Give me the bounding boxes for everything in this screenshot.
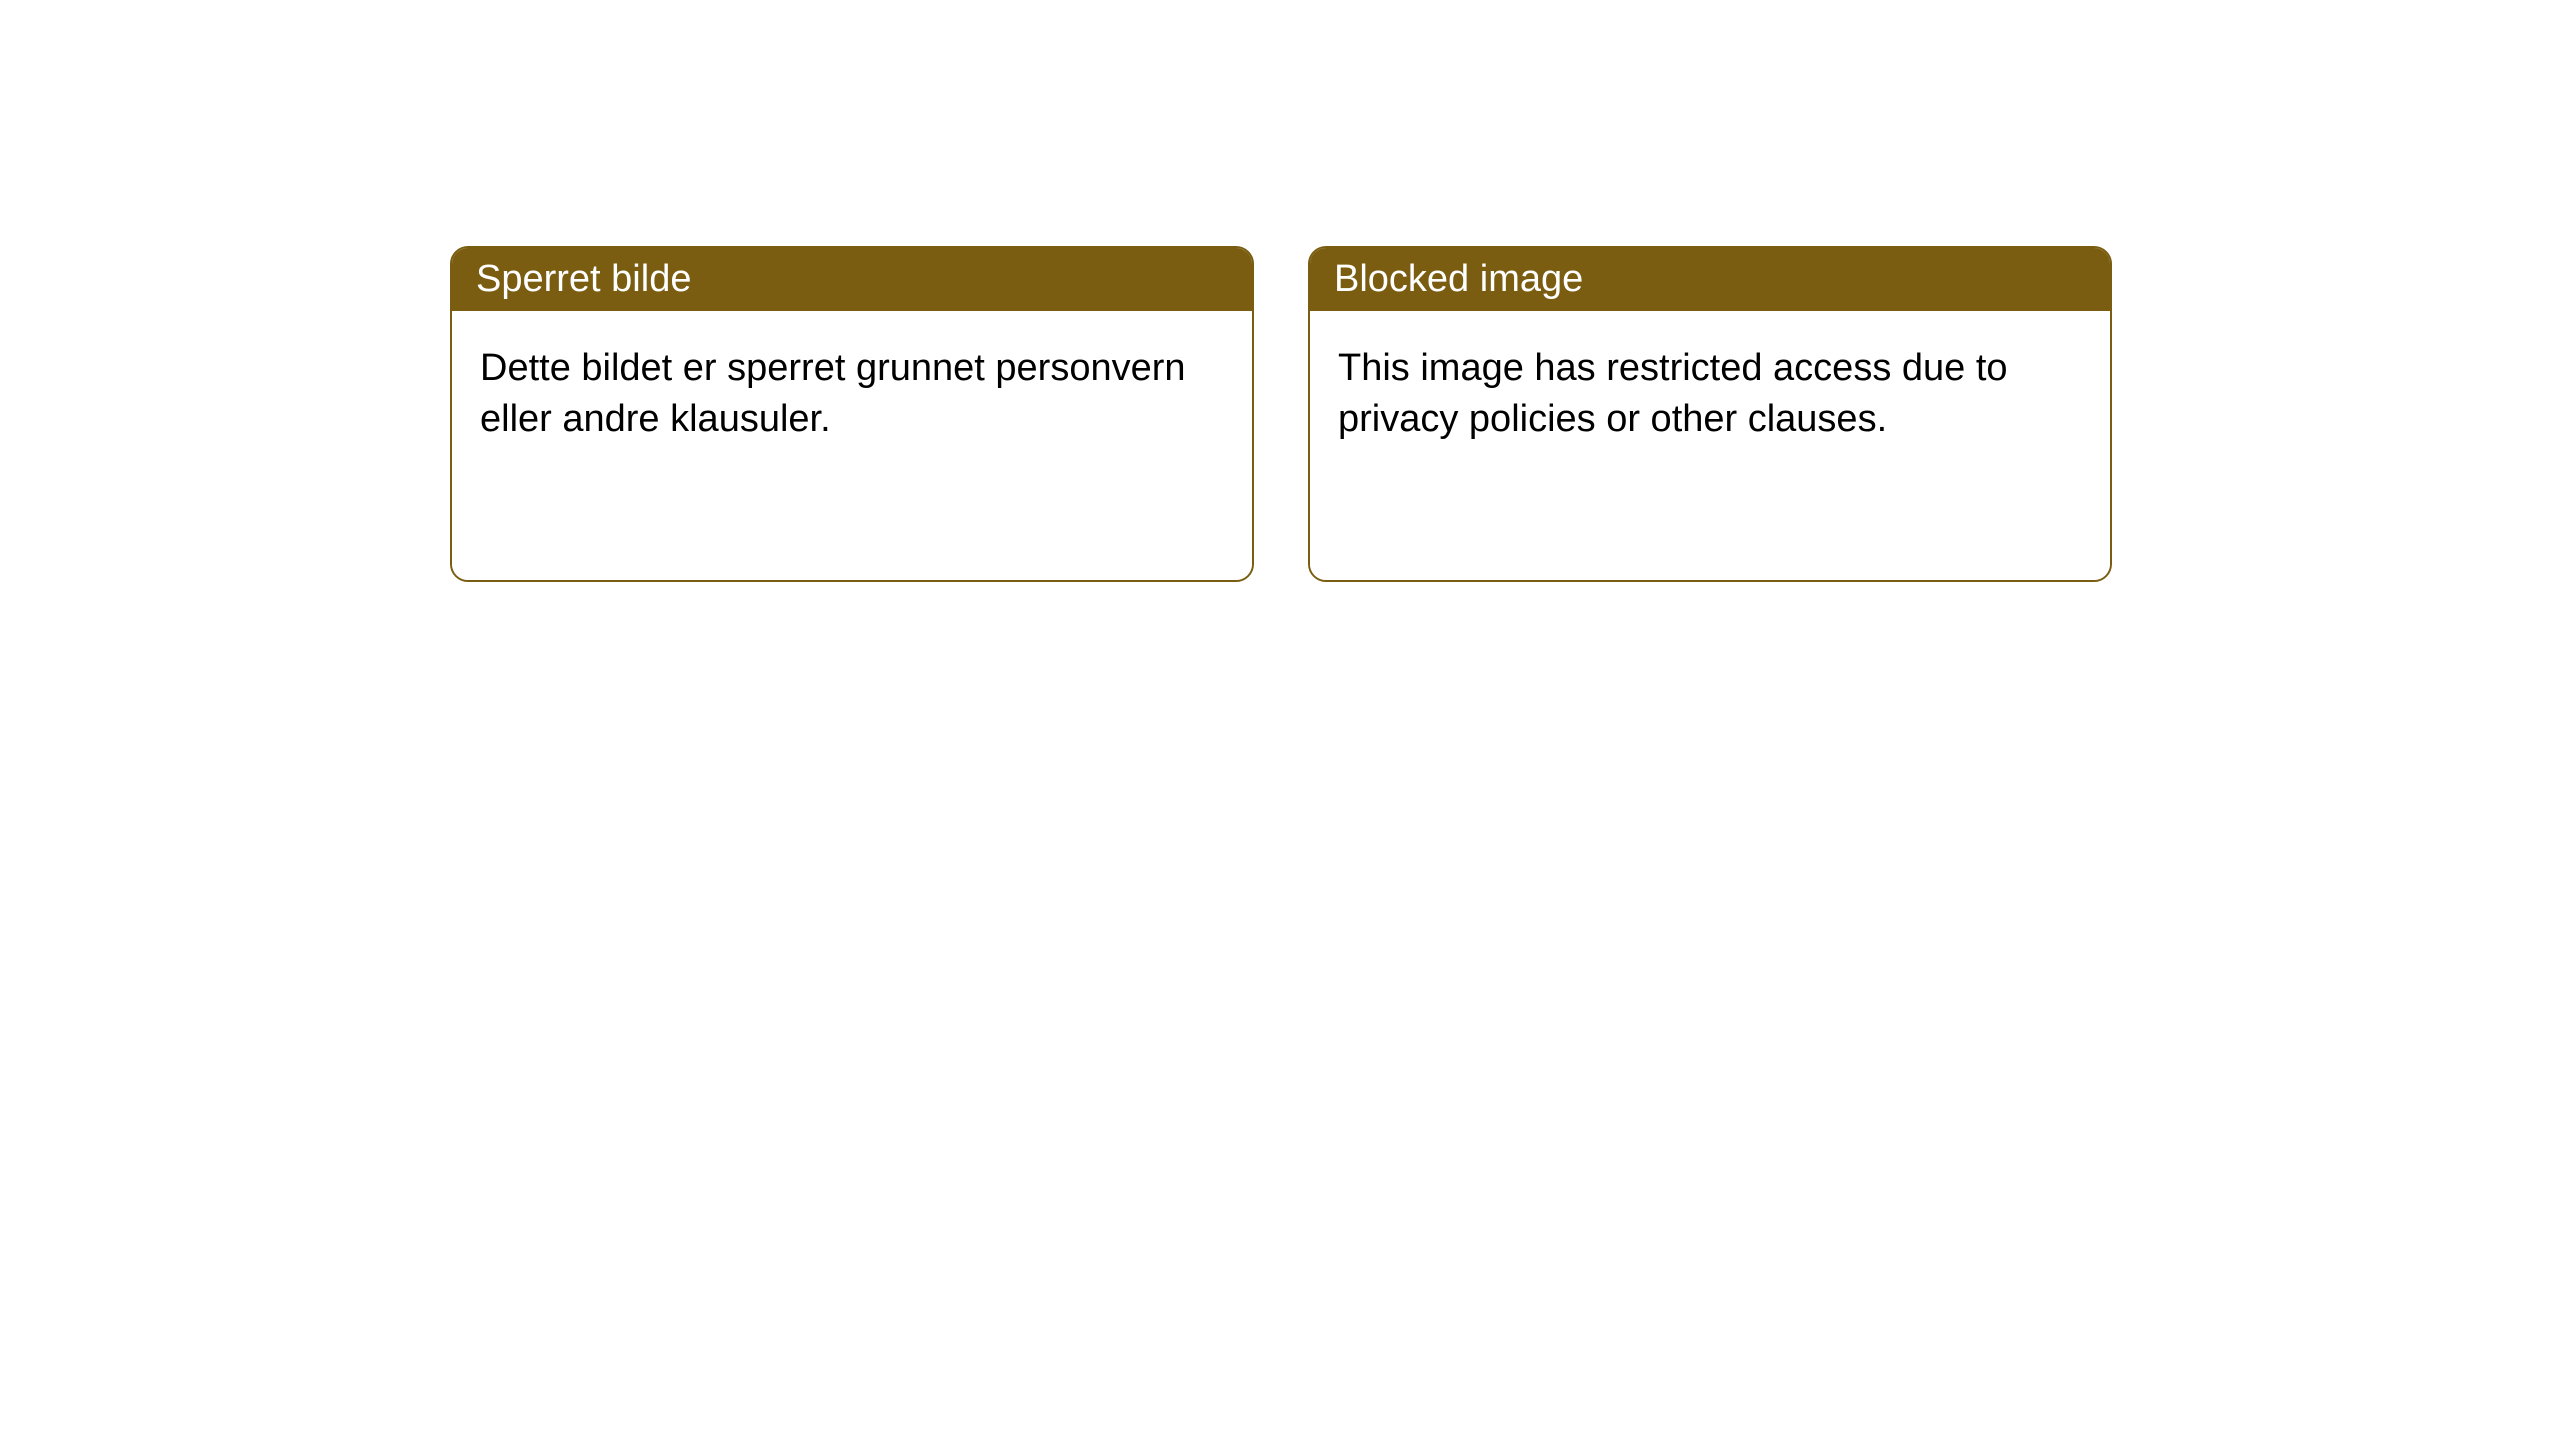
- card-body: This image has restricted access due to …: [1310, 311, 2110, 580]
- notice-container: Sperret bilde Dette bildet er sperret gr…: [450, 246, 2112, 582]
- card-header: Blocked image: [1310, 248, 2110, 311]
- card-title: Sperret bilde: [476, 258, 691, 300]
- notice-card-english: Blocked image This image has restricted …: [1308, 246, 2112, 582]
- card-body-text: This image has restricted access due to …: [1338, 347, 2008, 440]
- card-body-text: Dette bildet er sperret grunnet personve…: [480, 347, 1186, 440]
- notice-card-norwegian: Sperret bilde Dette bildet er sperret gr…: [450, 246, 1254, 582]
- card-header: Sperret bilde: [452, 248, 1252, 311]
- card-title: Blocked image: [1334, 258, 1583, 300]
- card-body: Dette bildet er sperret grunnet personve…: [452, 311, 1252, 580]
